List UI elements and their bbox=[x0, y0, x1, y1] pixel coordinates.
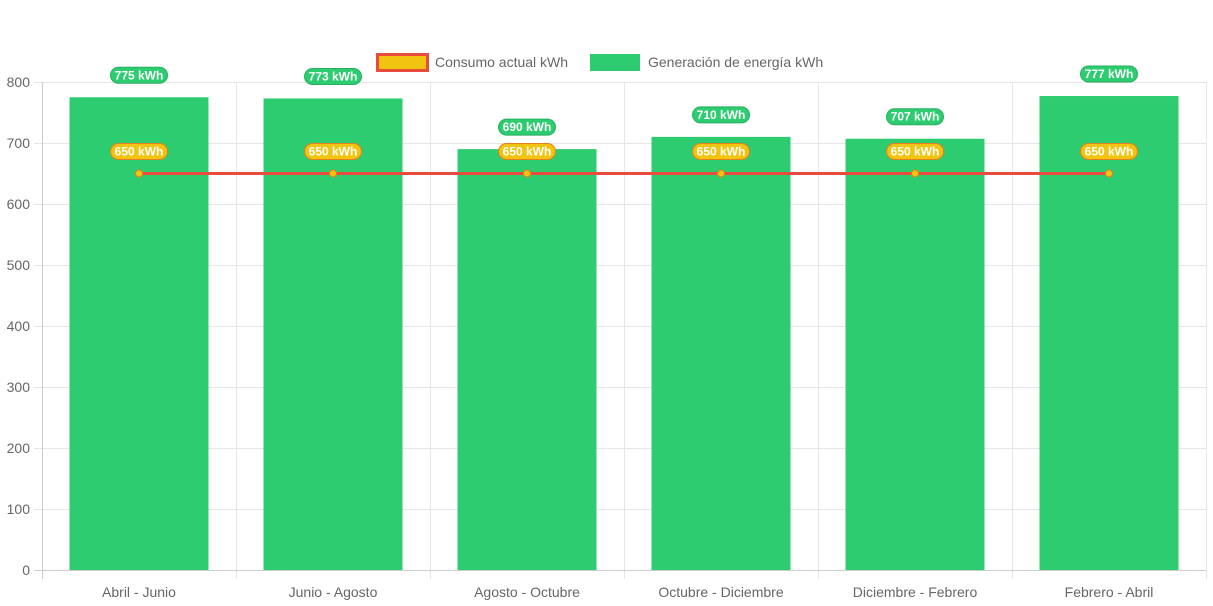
y-tick-label: 700 bbox=[7, 135, 31, 151]
y-tick-label: 400 bbox=[7, 318, 31, 334]
bar-series bbox=[69, 96, 1179, 571]
line-series bbox=[135, 169, 1113, 178]
data-labels: 775 kWh 773 kWh 690 kWh 710 kWh 707 kWh 777 k… bbox=[110, 65, 1138, 160]
bar-value-label-badge bbox=[886, 108, 944, 126]
line-value-label-badge bbox=[498, 143, 556, 160]
grid bbox=[34, 82, 1207, 579]
line-value-label: 650 kWh bbox=[115, 145, 164, 159]
bar-value-label: 777 kWh bbox=[1085, 67, 1134, 81]
bar-value-label-badge bbox=[110, 66, 168, 84]
y-tick-label: 600 bbox=[7, 196, 31, 212]
line-point[interactable] bbox=[717, 169, 725, 178]
legend-swatch-consumo[interactable] bbox=[376, 53, 429, 72]
x-tick-label: Diciembre - Febrero bbox=[853, 584, 978, 600]
x-tick-label: Junio - Agosto bbox=[289, 584, 378, 600]
bar-value-label: 775 kWh bbox=[115, 68, 164, 82]
line-value-label-badge bbox=[1080, 143, 1138, 160]
line-value-label: 650 kWh bbox=[697, 145, 746, 159]
legend-label-consumo[interactable]: Consumo actual kWh bbox=[435, 54, 568, 70]
bar-value-label: 773 kWh bbox=[309, 69, 358, 83]
y-tick-label: 200 bbox=[7, 440, 31, 456]
line-value-label-badge bbox=[304, 143, 362, 160]
line-value-label-badge bbox=[692, 143, 750, 160]
line-value-label: 650 kWh bbox=[309, 145, 358, 159]
line-value-label-badge bbox=[110, 143, 168, 160]
line-point[interactable] bbox=[329, 169, 337, 178]
line-point[interactable] bbox=[135, 169, 143, 178]
x-tick-label: Abril - Junio bbox=[102, 584, 176, 600]
y-tick-label: 800 bbox=[7, 74, 31, 90]
bar-value-label: 710 kWh bbox=[697, 108, 746, 122]
legend-label-generacion[interactable]: Generación de energía kWh bbox=[648, 54, 823, 70]
line-value-label: 650 kWh bbox=[503, 145, 552, 159]
bar[interactable] bbox=[651, 136, 791, 570]
bar[interactable] bbox=[845, 138, 985, 571]
line-point[interactable] bbox=[523, 169, 531, 178]
bar-value-label: 707 kWh bbox=[891, 110, 940, 124]
bar[interactable] bbox=[263, 98, 403, 570]
x-tick-label: Agosto - Octubre bbox=[474, 584, 580, 600]
line-point[interactable] bbox=[911, 169, 919, 178]
x-tick-label: Octubre - Diciembre bbox=[658, 584, 783, 600]
bar[interactable] bbox=[69, 97, 209, 570]
x-tick-label: Febrero - Abril bbox=[1065, 584, 1154, 600]
line-value-label-badge bbox=[886, 143, 944, 160]
bar[interactable] bbox=[457, 149, 597, 570]
bar-value-label-badge bbox=[498, 118, 556, 136]
legend-swatch-generacion[interactable] bbox=[590, 54, 640, 71]
bar-value-label: 690 kWh bbox=[503, 120, 552, 134]
bar[interactable] bbox=[1039, 96, 1179, 570]
y-tick-label: 500 bbox=[7, 257, 31, 273]
y-tick-label: 300 bbox=[7, 379, 31, 395]
line-value-label: 650 kWh bbox=[1085, 145, 1134, 159]
y-tick-label: 0 bbox=[22, 562, 30, 578]
bar-value-label-badge bbox=[304, 67, 362, 85]
line-value-label: 650 kWh bbox=[891, 145, 940, 159]
axes: 0 100 200 300 400 500 600 700 800 Abril - Junio Ju… bbox=[7, 74, 1206, 600]
y-tick-label: 100 bbox=[7, 501, 31, 517]
bar-value-label-badge bbox=[692, 106, 750, 124]
line-point[interactable] bbox=[1105, 169, 1113, 178]
legend[interactable]: Consumo actual kWh Generación de energía… bbox=[376, 53, 824, 72]
bar-value-label-badge bbox=[1080, 65, 1138, 83]
